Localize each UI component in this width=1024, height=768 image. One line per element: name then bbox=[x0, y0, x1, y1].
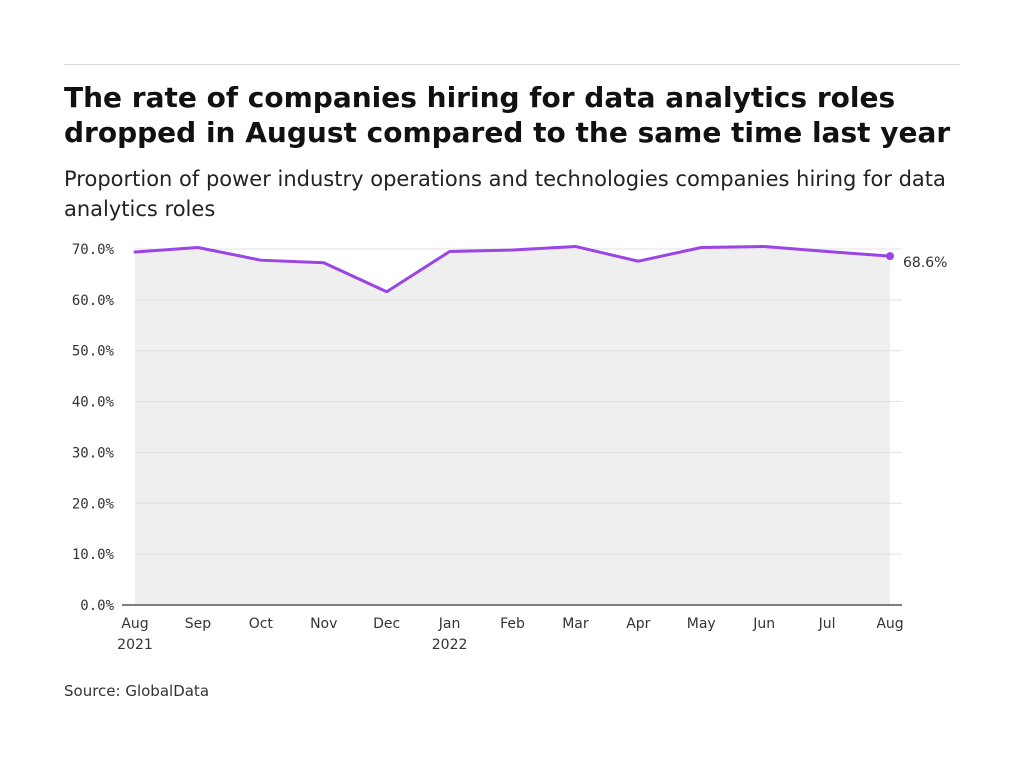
x-tick-label: Aug bbox=[121, 616, 148, 632]
x-tick-label: Jun bbox=[752, 616, 775, 632]
end-value-label: 68.6% bbox=[903, 255, 947, 271]
x-tick-year-label: 2021 bbox=[117, 637, 153, 653]
series-line bbox=[133, 244, 892, 294]
chart-title: The rate of companies hiring for data an… bbox=[64, 81, 951, 149]
x-tick-label: Apr bbox=[626, 616, 650, 632]
y-tick-label: 50.0% bbox=[72, 344, 115, 360]
top-divider bbox=[64, 64, 960, 65]
x-tick-label: Jul bbox=[818, 616, 836, 632]
y-tick-label: 20.0% bbox=[72, 496, 115, 512]
x-tick-label: Nov bbox=[310, 616, 337, 632]
y-tick-label: 0.0% bbox=[80, 598, 114, 614]
area-fill bbox=[135, 246, 890, 605]
x-tick-label: Dec bbox=[373, 616, 400, 632]
source-note: Source: GlobalData bbox=[64, 682, 210, 700]
y-tick-label: 10.0% bbox=[72, 547, 115, 563]
x-tick-label: May bbox=[687, 616, 716, 632]
end-point-marker bbox=[886, 252, 894, 261]
x-tick-label: Oct bbox=[249, 616, 274, 632]
x-tick-label: Sep bbox=[185, 616, 212, 632]
y-tick-label: 30.0% bbox=[72, 445, 115, 461]
y-tick-label: 60.0% bbox=[72, 293, 115, 309]
x-tick-label: Jan bbox=[438, 616, 461, 632]
y-tick-label: 40.0% bbox=[72, 395, 115, 411]
x-tick-label: Mar bbox=[562, 616, 589, 632]
x-tick-label: Aug bbox=[876, 616, 903, 632]
x-tick-label: Feb bbox=[500, 616, 525, 632]
y-tick-label: 70.0% bbox=[72, 242, 115, 258]
chart-subtitle: Proportion of power industry operations … bbox=[64, 167, 946, 221]
x-tick-year-label: 2022 bbox=[432, 637, 468, 653]
